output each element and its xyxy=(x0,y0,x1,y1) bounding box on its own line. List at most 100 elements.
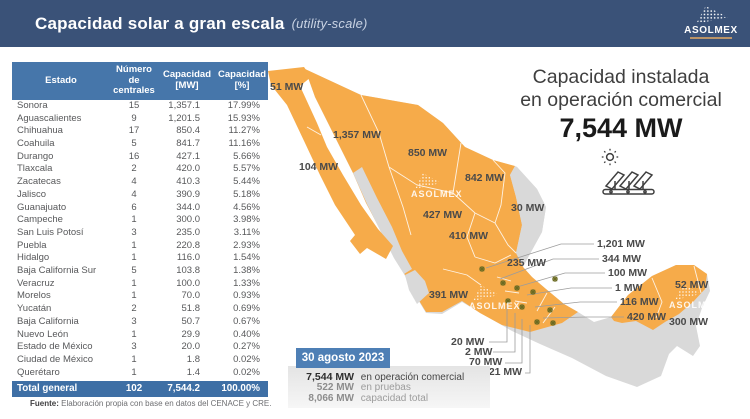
table-cell: 2.93% xyxy=(233,239,260,251)
table-cell: 11.16% xyxy=(228,137,260,149)
table-cell: Querétaro xyxy=(17,366,60,378)
plant-markers-group xyxy=(479,266,558,326)
table-row: Yucatán 2 51.8 0.69% xyxy=(12,303,268,316)
table-row: Aguascalientes 9 1,201.5 15.93% xyxy=(12,113,268,126)
table-cell: Baja California xyxy=(17,315,79,327)
map-capacity-label: 104 MW xyxy=(299,161,339,173)
table-cell: Baja California Sur xyxy=(17,265,97,277)
map-capacity-label: 344 MW xyxy=(602,253,642,265)
table-cell: 3 xyxy=(131,315,137,327)
table-cell: 17.99% xyxy=(227,99,260,111)
map-capacity-label: 850 MW xyxy=(408,147,448,159)
table-row: Veracruz 1 100.0 1.33% xyxy=(12,278,268,291)
capacity-table: Estado Número de centrales Capacidad [MW… xyxy=(12,62,268,398)
table-row: Querétaro 1 1.4 0.02% xyxy=(12,367,268,381)
stat-comercial-value: 7,544 MW xyxy=(306,371,354,383)
stat-total-label: capacidad total xyxy=(360,393,429,404)
plant-marker-icon xyxy=(534,319,540,325)
table-cell: 344.0 xyxy=(176,201,200,213)
mexico-map-svg xyxy=(268,67,710,387)
plant-marker-icon xyxy=(552,276,558,282)
capacity-value: 7,544 MW xyxy=(559,113,683,143)
stat-pruebas: 522 MW en pruebas xyxy=(292,382,488,393)
table-cell: 1 xyxy=(131,366,137,378)
table-cell: 29.9 xyxy=(181,328,201,340)
mexico-map: ASOLMEX ASOLMEX ASOLMEX 51 MW 1,357 MW 104… xyxy=(265,55,750,419)
table-cell: Campeche xyxy=(17,214,63,226)
table-cell: 1,357.1 xyxy=(168,99,200,111)
table-cell: Sonora xyxy=(17,99,48,111)
table-cell: 11.27% xyxy=(228,125,260,137)
table-cell: 235.0 xyxy=(176,226,200,238)
table-cell: 16 xyxy=(128,150,140,162)
table-cell: 4.56% xyxy=(233,201,260,213)
table-cell: 5.18% xyxy=(233,188,260,200)
table-cell: 3 xyxy=(131,226,137,238)
table-row: Ciudad de México 1 1.8 0.02% xyxy=(12,354,268,367)
plant-marker-icon xyxy=(550,320,556,326)
table-cell: 427.1 xyxy=(176,150,200,162)
map-capacity-label: 410 MW xyxy=(449,230,489,242)
mainland-orange xyxy=(305,69,578,332)
table-cell: Tlaxcala xyxy=(17,163,53,175)
state-gray-tamaulipas xyxy=(510,166,546,266)
table-head: Estado Número de centrales Capacidad [MW… xyxy=(12,62,268,100)
table-cell: 5.57% xyxy=(233,163,260,175)
total-pct: 100.00% xyxy=(216,379,268,398)
plant-marker-icon xyxy=(505,298,511,304)
plant-marker-icon xyxy=(547,307,553,313)
col-header-estado: Estado xyxy=(12,62,110,100)
table-cell: 0.67% xyxy=(233,315,260,327)
table-cell: Estado de México xyxy=(17,341,93,353)
source-text: Elaboración propia con base en datos del… xyxy=(61,399,272,408)
table-cell: 5 xyxy=(131,265,137,277)
header-bar: Capacidad solar a gran escala (utility-s… xyxy=(0,0,750,47)
table-cell: Puebla xyxy=(17,239,47,251)
asolmex-logo: ASOLMEX xyxy=(682,4,740,44)
page-title: Capacidad solar a gran escala (utility-s… xyxy=(35,0,368,47)
table-cell: 0.27% xyxy=(233,341,260,353)
status-box xyxy=(288,366,490,408)
stat-pruebas-value: 522 MW xyxy=(316,382,354,393)
table-cell: 1.38% xyxy=(233,265,260,277)
stat-total-value: 8,066 MW xyxy=(308,393,354,404)
table-cell: 1 xyxy=(131,252,137,264)
table-row: Durango 16 427.1 5.66% xyxy=(12,151,268,164)
table-cell: 0.02% xyxy=(233,366,260,378)
table-cell: Jalisco xyxy=(17,188,47,200)
table-cell: 1,201.5 xyxy=(168,112,200,124)
table-cell: 0.93% xyxy=(233,290,260,302)
table-row: Zacatecas 4 410.3 5.44% xyxy=(12,176,268,189)
table-row: Baja California 3 50.7 0.67% xyxy=(12,316,268,329)
state-gray-sinaloa xyxy=(353,167,412,274)
stat-total: 8,066 MW capacidad total xyxy=(292,393,488,404)
map-capacity-label: 427 MW xyxy=(423,209,463,221)
asolmex-tagline-strip xyxy=(690,37,732,39)
plant-marker-icon xyxy=(530,289,536,295)
state-gray-nayarit xyxy=(405,270,429,304)
asolmex-logo-text: ASOLMEX xyxy=(684,25,738,36)
map-capacity-label: 20 MW xyxy=(451,336,485,348)
state-borders xyxy=(306,94,702,324)
map-capacity-label: 1,201 MW xyxy=(597,238,645,250)
table-row: Chihuahua 17 850.4 11.27% xyxy=(12,125,268,138)
total-label: Total general xyxy=(12,379,110,398)
table-cell: 5.66% xyxy=(233,150,260,162)
table-cell: 3.11% xyxy=(233,226,260,238)
table-cell: 410.3 xyxy=(176,176,200,188)
table-body: Sonora 15 1,357.1 17.99% Aguascalientes 9 1,20… xyxy=(12,100,268,380)
table-cell: 1 xyxy=(131,353,137,365)
map-capacity-label: 235 MW xyxy=(507,257,547,269)
col-header-pct: Capacidad [%] xyxy=(216,62,268,100)
table-cell: Zacatecas xyxy=(17,176,61,188)
table-cell: Coahuila xyxy=(17,137,55,149)
table-cell: 0.69% xyxy=(233,303,260,315)
map-watermark: ASOLMEX xyxy=(469,301,521,311)
asolmex-fan-icon xyxy=(696,6,728,24)
table-cell: 51.8 xyxy=(181,303,201,315)
table-cell: Aguascalientes xyxy=(17,112,82,124)
table-cell: 1.33% xyxy=(233,277,260,289)
date-badge: 30 agosto 2023 xyxy=(296,348,390,368)
table-cell: Yucatán xyxy=(17,303,52,315)
